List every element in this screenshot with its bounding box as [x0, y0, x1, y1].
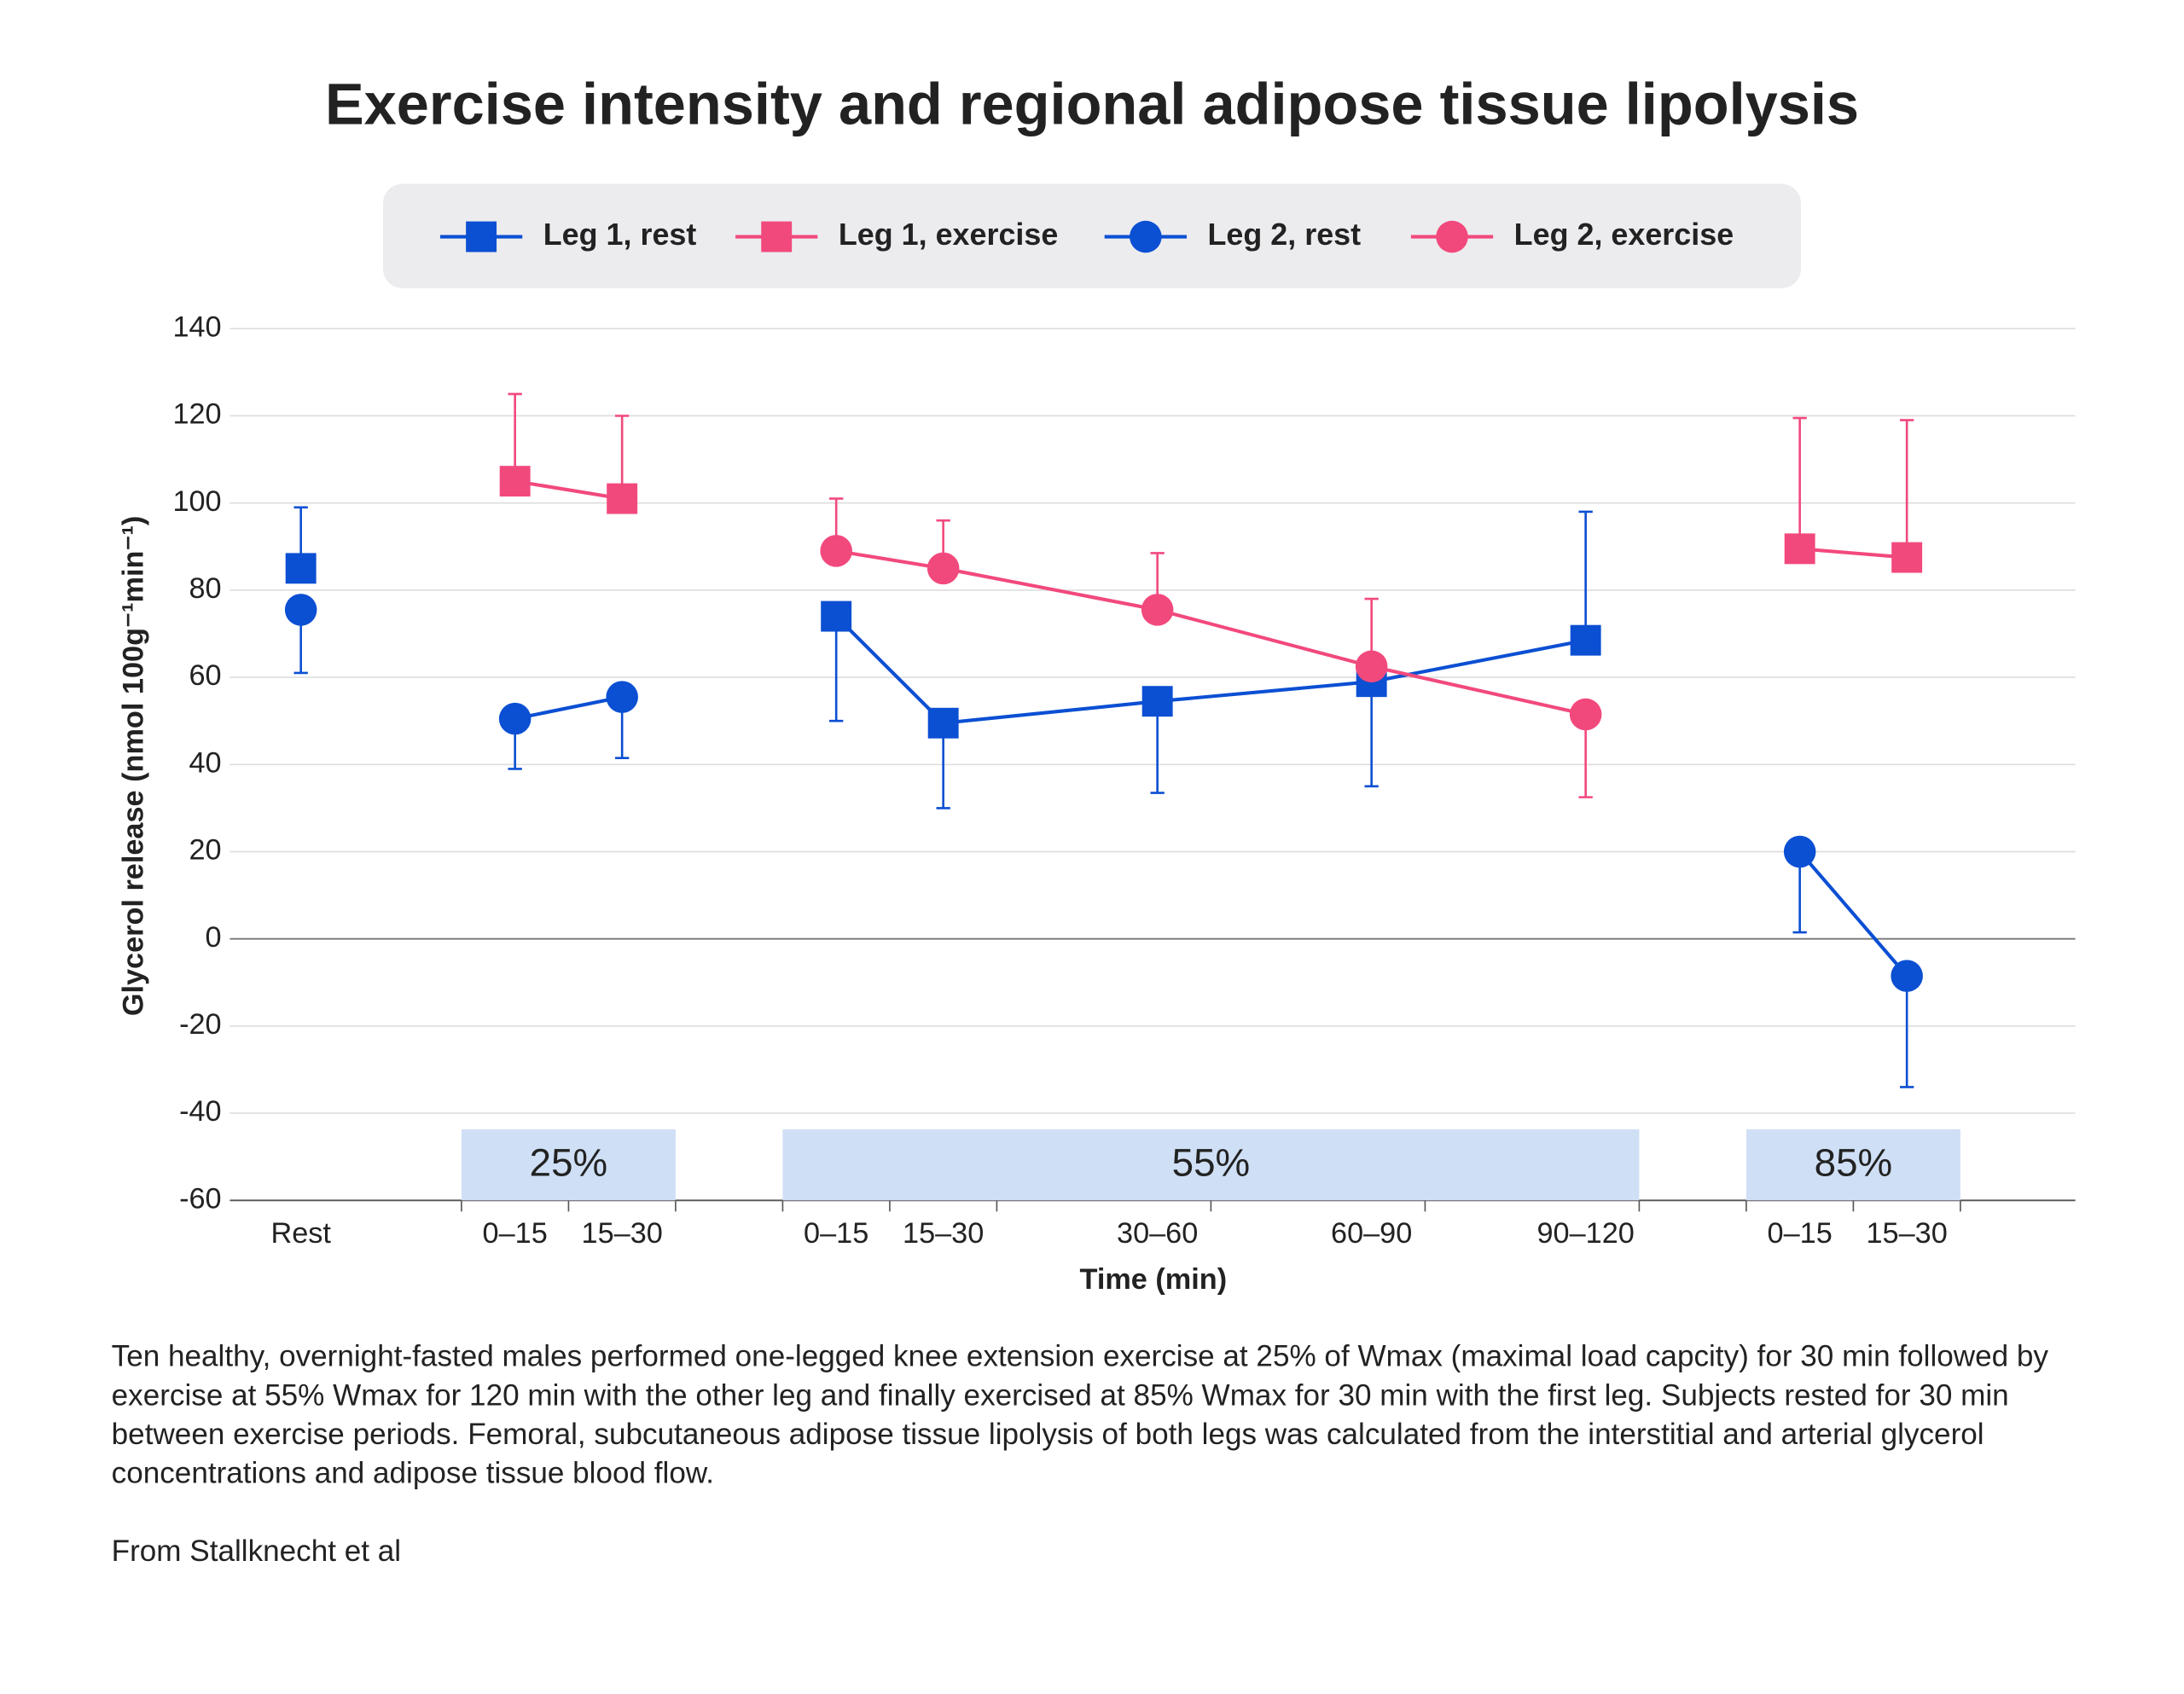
- legend-label: Leg 2, exercise: [1514, 217, 1734, 252]
- y-axis-label: Glycerol release (nmol 100g⁻¹min⁻¹): [117, 516, 149, 1017]
- y-tick-label: 80: [189, 572, 221, 605]
- point: [1141, 594, 1174, 626]
- series-line: [514, 479, 623, 501]
- error-bar: [1899, 976, 1914, 1088]
- error-bar: [1364, 682, 1379, 788]
- caption-box: Ten healthy, overnight-fasted males perf…: [111, 1339, 2048, 1569]
- point: [1891, 542, 1923, 573]
- point: [498, 702, 531, 735]
- phase-band: [782, 1129, 1640, 1201]
- x-tick-label: 60–90: [1331, 1217, 1412, 1250]
- chart-title: Exercise intensity and regional adipose …: [325, 71, 1859, 136]
- error-bar: [1899, 419, 1914, 558]
- series-line: [514, 695, 623, 721]
- phase-band: [461, 1129, 676, 1201]
- point: [1891, 960, 1923, 992]
- series-line: [1798, 850, 1908, 978]
- x-tick-label: Rest: [270, 1217, 331, 1250]
- source: From Stallknecht et al: [111, 1534, 402, 1569]
- point: [820, 535, 852, 567]
- point: [821, 600, 852, 632]
- legend-label: Leg 2, rest: [1208, 217, 1362, 252]
- point: [927, 707, 959, 739]
- phase-label: 85%: [1815, 1141, 1892, 1185]
- x-tick-label: 15–30: [582, 1217, 663, 1250]
- x-tick-label: 30–60: [1117, 1217, 1198, 1250]
- y-tick-label: 140: [172, 310, 221, 343]
- y-tick-label: 100: [172, 485, 221, 518]
- x-tick-label: 15–30: [903, 1217, 984, 1250]
- legend-label: Leg 1, rest: [543, 217, 697, 252]
- legend-box: [383, 183, 1801, 288]
- y-tick-label: 20: [189, 834, 221, 867]
- y-tick-label: 0: [206, 921, 222, 954]
- phase-band: [1745, 1129, 1960, 1201]
- point: [284, 594, 317, 626]
- legend-marker: [1130, 220, 1162, 253]
- x-tick-label: 90–120: [1536, 1217, 1634, 1250]
- y-tick-label: 120: [172, 398, 221, 431]
- x-tick-label: 0–15: [1768, 1217, 1833, 1250]
- legend-marker: [761, 221, 793, 252]
- error-bar: [1792, 416, 1807, 549]
- error-bar: [1578, 510, 1593, 641]
- error-bar: [829, 616, 844, 722]
- y-tick-label: -40: [179, 1095, 222, 1128]
- point: [1569, 698, 1602, 731]
- legend-marker: [1436, 220, 1468, 253]
- point: [285, 553, 317, 584]
- caption: Ten healthy, overnight-fasted males perf…: [111, 1339, 2048, 1490]
- point: [1355, 650, 1388, 683]
- point: [926, 552, 960, 585]
- point: [606, 681, 638, 713]
- y-tick-label: 60: [189, 659, 221, 692]
- phase-label: 25%: [530, 1141, 607, 1185]
- y-tick-label: -20: [179, 1008, 222, 1041]
- series-line: [834, 615, 1587, 725]
- point: [1570, 624, 1601, 656]
- y-tick-label: -60: [179, 1182, 222, 1215]
- point: [1784, 533, 1815, 565]
- point: [1783, 835, 1816, 868]
- x-tick-label: 0–15: [804, 1217, 868, 1250]
- series-line: [1799, 547, 1908, 560]
- legend-marker: [466, 221, 497, 252]
- point: [499, 466, 531, 497]
- legend-label: Leg 1, exercise: [839, 217, 1059, 252]
- y-tick-label: 40: [189, 746, 221, 779]
- x-axis-label: Time (min): [1080, 1263, 1228, 1296]
- phase-label: 55%: [1172, 1141, 1250, 1185]
- point: [607, 483, 638, 514]
- point: [1141, 686, 1173, 717]
- x-tick-label: 15–30: [1867, 1217, 1948, 1250]
- x-tick-label: 0–15: [483, 1217, 548, 1250]
